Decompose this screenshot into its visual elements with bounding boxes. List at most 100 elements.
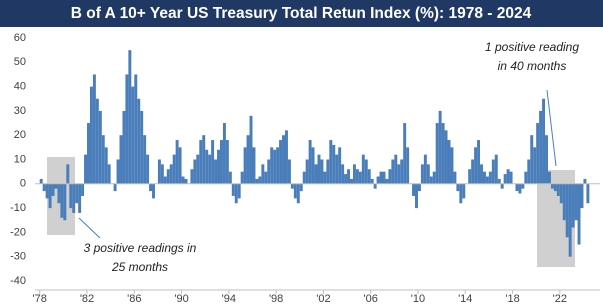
bar — [485, 176, 489, 184]
bar — [267, 159, 271, 184]
bar — [270, 147, 274, 184]
bar — [134, 74, 138, 184]
bar — [503, 174, 507, 184]
x-tick-label: '18 — [505, 293, 519, 305]
bar — [391, 159, 395, 184]
bar — [347, 169, 351, 184]
bar — [432, 171, 436, 184]
bar — [243, 147, 247, 184]
bar — [246, 135, 250, 184]
bar — [89, 86, 93, 184]
bar — [429, 176, 433, 184]
annotation: 1 positive reading — [485, 40, 579, 54]
bar — [296, 183, 300, 204]
x-tick-label: '98 — [269, 293, 283, 305]
bar — [284, 130, 288, 184]
bar — [547, 171, 551, 184]
bar — [261, 164, 265, 184]
bar — [84, 154, 88, 184]
bar — [208, 154, 212, 184]
bar — [128, 50, 132, 184]
bar — [290, 183, 294, 189]
title-band — [0, 0, 603, 27]
bar — [350, 178, 353, 184]
bar — [231, 183, 235, 196]
bar — [143, 135, 147, 184]
bar — [542, 98, 546, 184]
bar — [72, 183, 76, 213]
bar — [506, 169, 510, 184]
bar — [450, 147, 454, 184]
x-tick-label: '86 — [127, 293, 141, 305]
bar — [199, 140, 203, 184]
x-tick-label: '82 — [80, 293, 94, 305]
annotation-arrow — [546, 89, 557, 167]
bar — [403, 123, 407, 184]
bar — [586, 183, 590, 204]
bar — [107, 164, 111, 184]
bar — [397, 164, 401, 184]
bar — [157, 159, 161, 184]
bar — [453, 171, 457, 184]
bar — [480, 164, 483, 184]
x-tick-label: '78 — [33, 293, 47, 305]
bar — [249, 115, 253, 184]
bar — [527, 159, 531, 184]
bar — [562, 183, 566, 221]
bar — [122, 110, 126, 184]
bar — [293, 183, 297, 199]
bar — [258, 176, 262, 184]
bar — [521, 183, 525, 189]
bar — [98, 110, 102, 184]
bar — [471, 159, 475, 184]
y-tick-label: 40 — [14, 81, 26, 93]
bar — [66, 164, 70, 184]
bar — [335, 154, 339, 184]
y-tick-label: -30 — [10, 251, 26, 263]
bar — [131, 86, 135, 184]
bar — [438, 110, 442, 184]
y-tick-label: 60 — [14, 32, 26, 44]
bar — [146, 154, 150, 184]
bar — [279, 140, 283, 184]
bar — [101, 135, 105, 184]
bar — [444, 130, 448, 184]
bar — [556, 183, 560, 196]
bar — [326, 159, 330, 184]
bar — [441, 123, 445, 184]
bar — [237, 183, 241, 199]
bar — [515, 183, 519, 192]
bar — [323, 171, 327, 184]
bar — [314, 164, 318, 184]
bar — [580, 183, 584, 209]
bar — [193, 159, 197, 184]
bar — [509, 171, 513, 184]
bar — [308, 140, 312, 184]
bar — [344, 174, 348, 184]
bar — [63, 183, 67, 221]
bar — [536, 123, 540, 184]
annotation-arrow — [78, 217, 101, 239]
bar — [329, 140, 333, 184]
bar — [116, 159, 120, 184]
bar — [273, 149, 277, 184]
bar — [500, 183, 504, 189]
bar — [311, 147, 315, 184]
bar — [113, 183, 117, 192]
bar — [252, 147, 256, 184]
bar — [302, 171, 306, 184]
bar — [358, 171, 362, 184]
bar — [459, 183, 463, 204]
bar — [497, 178, 501, 184]
bar — [462, 183, 466, 199]
bar — [494, 154, 498, 184]
bar — [51, 183, 55, 196]
y-tick-label: 20 — [14, 129, 26, 141]
annotation: in 40 months — [498, 59, 567, 73]
bar — [196, 154, 200, 184]
bar — [81, 183, 85, 196]
bar — [181, 176, 185, 184]
bar — [533, 147, 537, 184]
bar — [255, 178, 259, 184]
annotation: 25 months — [111, 260, 168, 274]
